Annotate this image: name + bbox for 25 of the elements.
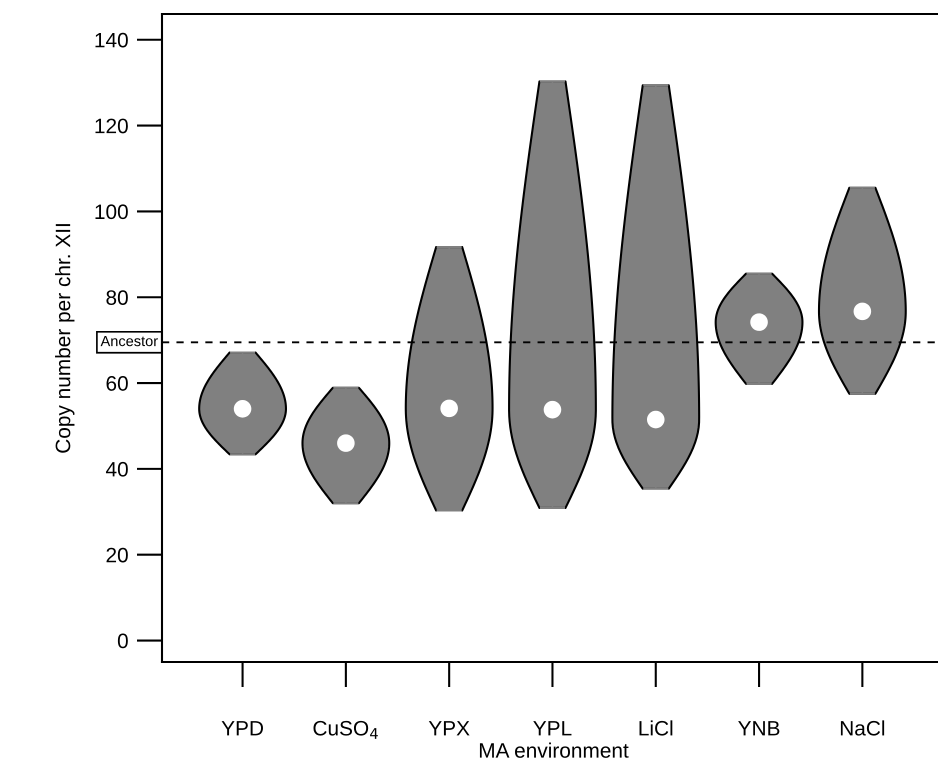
x-tick-label: YPL — [533, 721, 572, 736]
y-tick-label: 80 — [106, 290, 128, 305]
x-tick-label: LiCl — [640, 720, 672, 736]
y-tick-label: 40 — [106, 462, 128, 477]
point — [750, 313, 768, 331]
x-tick-label: YNB — [738, 721, 780, 736]
y-tick-label: 120 — [96, 118, 128, 134]
point — [440, 400, 458, 418]
x-tick-label: YPD — [222, 721, 263, 736]
y-axis-title: Copy number per chr. XII — [55, 224, 74, 453]
x-tick-label: NaCl — [840, 720, 884, 736]
y-tick-label: 100 — [96, 204, 128, 220]
point — [646, 410, 665, 428]
x-tick-label: YPX — [428, 721, 470, 736]
ref-line-label: Ancestor — [100, 336, 158, 346]
point — [854, 302, 872, 320]
point — [337, 434, 355, 452]
x-axis-title: MA environment — [480, 742, 629, 758]
x-tick-label: CuSO$_{4}$ — [313, 720, 378, 739]
point — [234, 400, 252, 418]
y-tick-label: 60 — [106, 376, 128, 391]
y-tick-label: 140 — [96, 32, 128, 48]
y-tick-label: 20 — [106, 548, 128, 562]
y-tick-label: 0 — [118, 634, 128, 648]
point — [544, 400, 562, 418]
